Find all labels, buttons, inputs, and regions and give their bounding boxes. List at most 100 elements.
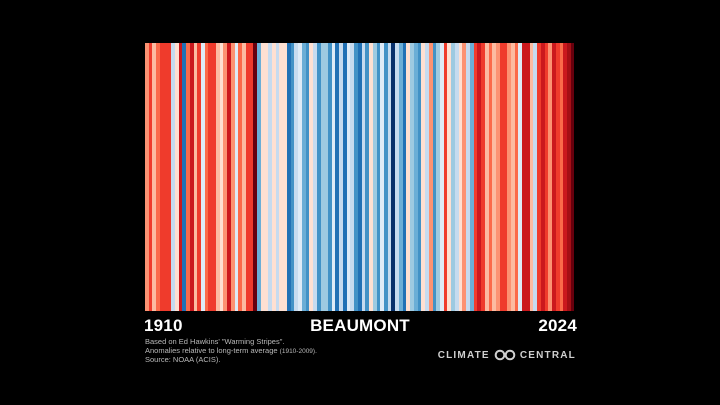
stripe-1990 — [443, 43, 448, 311]
stripe-1968 — [361, 43, 366, 311]
stripe-1921 — [186, 43, 190, 311]
stripe-2000 — [481, 43, 485, 311]
stripe-1997 — [469, 43, 474, 311]
stripe-2007 — [507, 43, 511, 311]
stripe-2018 — [548, 43, 553, 311]
stripe-1957 — [320, 43, 325, 311]
stripe-1928 — [212, 43, 216, 311]
stripe-1942 — [264, 43, 269, 311]
stripe-1977 — [395, 43, 399, 311]
stripe-1979 — [402, 43, 407, 311]
stripe-2016 — [540, 43, 545, 311]
stripe-1972 — [376, 43, 381, 311]
stripe-1965 — [350, 43, 355, 311]
note-attribution: Based on Ed Hawkins' "Warming Stripes". — [145, 337, 285, 346]
stripe-1924 — [197, 43, 202, 311]
stripe-1938 — [249, 43, 254, 311]
stripe-1922 — [189, 43, 194, 311]
stripe-1911 — [148, 43, 153, 311]
stripe-1945 — [275, 43, 280, 311]
stripe-1991 — [447, 43, 452, 311]
brand-name-left: CLIMATE — [437, 349, 490, 361]
stripe-1978 — [398, 43, 403, 311]
stripe-2014 — [533, 43, 538, 311]
stripe-1946 — [279, 43, 284, 311]
stripe-1948 — [286, 43, 291, 311]
stripe-2015 — [537, 43, 541, 311]
stripe-1984 — [421, 43, 426, 311]
climate-central-logo: CLIMATE CENTRAL — [438, 349, 576, 361]
stripe-1992 — [451, 43, 455, 311]
stripe-1980 — [406, 43, 411, 311]
stripe-1971 — [372, 43, 377, 311]
stripe-2022 — [563, 43, 567, 311]
stripe-1987 — [432, 43, 437, 311]
stripe-1914 — [159, 43, 164, 311]
stripe-2005 — [499, 43, 504, 311]
stripe-1913 — [156, 43, 160, 311]
stripe-1932 — [227, 43, 231, 311]
stripe-1986 — [428, 43, 433, 311]
stripe-2008 — [510, 43, 515, 311]
stripe-1963 — [342, 43, 347, 311]
stripe-1934 — [234, 43, 239, 311]
stripe-1933 — [230, 43, 235, 311]
stripe-1950 — [294, 43, 299, 311]
stripe-2004 — [496, 43, 500, 311]
stripe-1919 — [178, 43, 183, 311]
stripe-1926 — [204, 43, 209, 311]
stripe-1981 — [410, 43, 414, 311]
stripe-1973 — [380, 43, 384, 311]
stripe-2019 — [552, 43, 556, 311]
stripe-1925 — [201, 43, 205, 311]
stripe-1962 — [339, 43, 343, 311]
brand-name-right: CENTRAL — [519, 349, 576, 361]
stripe-2017 — [544, 43, 549, 311]
stripe-1960 — [331, 43, 336, 311]
stripe-1955 — [313, 43, 317, 311]
note-anomaly-text: Anomalies relative to long-term average — [145, 345, 278, 355]
stripe-1958 — [324, 43, 328, 311]
stripe-1993 — [454, 43, 459, 311]
stripe-2009 — [514, 43, 519, 311]
stripe-2010 — [518, 43, 523, 311]
stripe-1966 — [354, 43, 358, 311]
stripe-1975 — [387, 43, 392, 311]
stripe-1918 — [174, 43, 179, 311]
stripe-1994 — [458, 43, 463, 311]
stripe-2013 — [529, 43, 534, 311]
stripe-1998 — [473, 43, 478, 311]
stripe-1930 — [219, 43, 224, 311]
stripe-1988 — [436, 43, 441, 311]
stripe-1976 — [391, 43, 396, 311]
stripe-1940 — [257, 43, 261, 311]
stripe-1961 — [335, 43, 340, 311]
stripe-1917 — [171, 43, 175, 311]
stripe-1916 — [167, 43, 172, 311]
stripe-1939 — [253, 43, 258, 311]
stripe-1956 — [316, 43, 321, 311]
location-title: BEAUMONT — [310, 316, 410, 335]
stripe-2020 — [555, 43, 560, 311]
stripe-1974 — [384, 43, 388, 311]
stripe-1944 — [271, 43, 276, 311]
stripe-1985 — [425, 43, 429, 311]
stripe-2011 — [522, 43, 526, 311]
stripe-1969 — [365, 43, 370, 311]
infinity-link-icon — [494, 349, 516, 361]
stripe-1931 — [223, 43, 228, 311]
stripe-2002 — [488, 43, 493, 311]
stripe-1910 — [145, 43, 149, 311]
stripe-1949 — [290, 43, 295, 311]
stripe-1954 — [309, 43, 314, 311]
end-year-label: 2024 — [538, 316, 577, 335]
start-year-label: 1910 — [144, 316, 183, 335]
note-anomaly-basis: Anomalies relative to long-term average … — [145, 345, 317, 357]
stripe-2023 — [566, 43, 571, 311]
stripe-1947 — [283, 43, 287, 311]
stripe-1941 — [260, 43, 265, 311]
warming-stripes-chart — [145, 43, 575, 311]
stripe-1982 — [413, 43, 418, 311]
note-period: (1910-2009). — [279, 347, 317, 355]
stripe-1967 — [357, 43, 362, 311]
